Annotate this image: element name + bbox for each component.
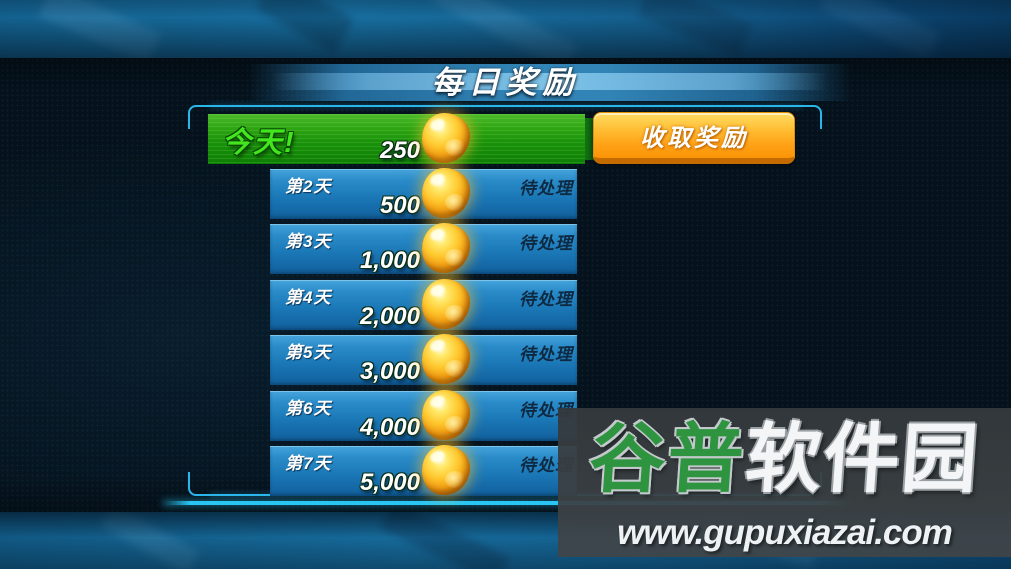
reward-amount: 2,000 <box>359 303 420 330</box>
reward-amount: 3,000 <box>359 358 420 385</box>
gold-nugget-icon <box>422 223 470 273</box>
pending-status: 待处理 <box>519 234 573 253</box>
gold-nugget-icon <box>422 334 470 384</box>
frame-corner-top-right <box>796 105 822 129</box>
day-reward-row-4: 第4天 2,000 待处理 <box>270 279 577 330</box>
watermark-url: www.gupuxiazai.com <box>617 513 953 552</box>
day-label: 第7天 <box>285 454 332 473</box>
pending-status: 待处理 <box>519 290 573 309</box>
gold-nugget-icon <box>422 279 470 329</box>
day-label: 第4天 <box>285 288 332 307</box>
today-label: 今天! <box>222 127 296 159</box>
claim-reward-button[interactable]: 收取奖励 <box>593 112 795 164</box>
day-label: 第5天 <box>285 343 332 362</box>
day-label: 第6天 <box>285 399 332 418</box>
watermark-logo-green: 谷普 <box>586 417 749 502</box>
reward-amount: 250 <box>379 137 420 164</box>
frame-corner-top-left <box>188 105 214 129</box>
title-band-highlight <box>248 73 852 90</box>
reward-amount: 1,000 <box>359 247 420 274</box>
watermark-logo-white: 软件园 <box>742 417 983 502</box>
frame-top-line <box>210 105 802 107</box>
reward-amount: 4,000 <box>359 414 420 441</box>
reward-amount: 5,000 <box>359 469 420 496</box>
pending-status: 待处理 <box>519 345 573 364</box>
page-title: 每日奖励 <box>431 65 580 100</box>
top-map-strip <box>0 0 1011 58</box>
day-reward-row-2: 第2天 500 待处理 <box>270 168 577 219</box>
pending-status: 待处理 <box>519 179 573 198</box>
watermark-logo: 谷普软件园 <box>558 410 1011 510</box>
title-band <box>248 64 852 101</box>
gold-nugget-icon <box>422 113 470 163</box>
day-label: 第2天 <box>285 177 332 196</box>
gold-nugget-icon <box>422 168 470 218</box>
gold-nugget-icon <box>422 390 470 440</box>
day-reward-row-7: 第7天 5,000 待处理 <box>270 445 577 496</box>
strip-shade <box>0 0 1011 58</box>
day-reward-row-3: 第3天 1,000 待处理 <box>270 223 577 274</box>
watermark: 谷普软件园 www.gupuxiazai.com <box>558 408 1011 557</box>
today-reward-row: 今天! 250 <box>208 113 619 164</box>
frame-bottom-glow-line <box>163 501 847 505</box>
reward-amount: 500 <box>379 192 420 219</box>
gold-nugget-icon <box>422 445 470 495</box>
frame-corner-bottom-left <box>188 472 214 496</box>
day-label: 第3天 <box>285 232 332 251</box>
day-reward-row-5: 第5天 3,000 待处理 <box>270 334 577 385</box>
day-reward-row-6: 第6天 4,000 待处理 <box>270 390 577 441</box>
